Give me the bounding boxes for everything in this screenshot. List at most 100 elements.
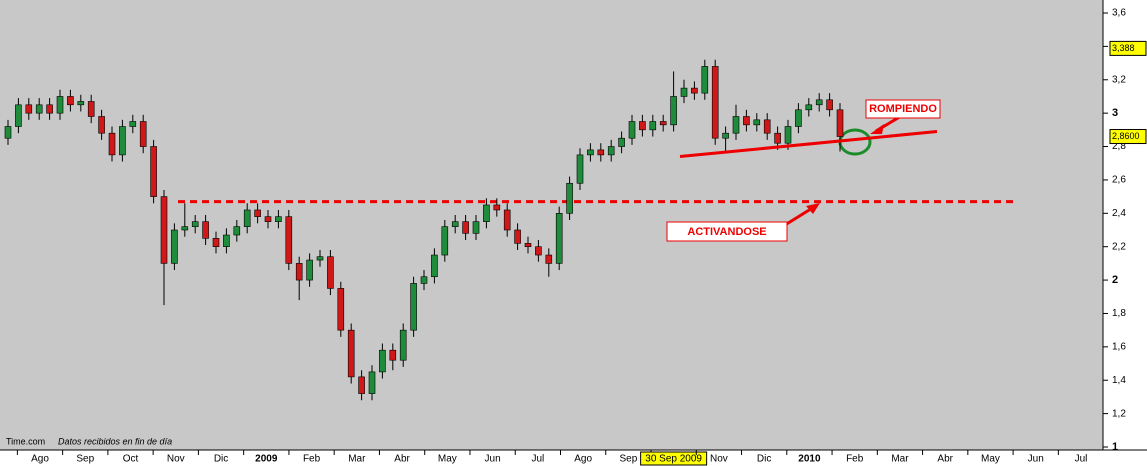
candle-body bbox=[618, 137, 625, 147]
source: Time.com bbox=[6, 436, 45, 446]
candle-body bbox=[576, 154, 584, 184]
candle-body bbox=[399, 329, 407, 361]
candle-body bbox=[566, 182, 573, 214]
x-tick-label: Feb bbox=[846, 454, 864, 465]
candle-body bbox=[555, 213, 563, 264]
candle-body bbox=[826, 99, 833, 111]
candle-body bbox=[670, 96, 677, 126]
candle-body bbox=[836, 109, 844, 137]
annotation-box bbox=[865, 99, 941, 119]
x-tick-label: Jun bbox=[485, 454, 501, 465]
price-flag bbox=[1109, 40, 1147, 56]
candle-body bbox=[462, 221, 469, 234]
x-tick-label: 2010 bbox=[798, 454, 821, 465]
candle-body bbox=[784, 126, 792, 144]
candle-body bbox=[451, 221, 459, 227]
y-tick-label: 2,6 bbox=[1112, 175, 1126, 186]
x-tick-label: Dic bbox=[757, 454, 771, 465]
x-tick-label: Mar bbox=[348, 454, 366, 465]
candle-body bbox=[212, 238, 220, 247]
x-tick-label: Jul bbox=[531, 454, 544, 465]
annotation-box bbox=[666, 221, 788, 242]
price-flag-label: 2,8600 bbox=[1112, 131, 1140, 141]
cursor-label: 30 Sep 2009 bbox=[645, 454, 702, 465]
candle-body bbox=[597, 149, 605, 156]
candle-body bbox=[129, 121, 137, 127]
arrow bbox=[784, 205, 815, 227]
y-tick-label: 2,8 bbox=[1112, 141, 1126, 152]
candle-body bbox=[139, 121, 147, 147]
candle-body bbox=[659, 121, 667, 126]
candle-body bbox=[264, 216, 272, 222]
candle-body bbox=[410, 283, 417, 331]
candle-body bbox=[337, 288, 345, 331]
candle-body bbox=[316, 256, 324, 261]
candle-body bbox=[243, 209, 251, 227]
candle-body bbox=[431, 254, 438, 278]
candle-body bbox=[306, 259, 313, 281]
candle-body bbox=[4, 126, 12, 139]
x-tick-label: May bbox=[981, 454, 1000, 465]
candle-body bbox=[514, 229, 521, 244]
candle-body bbox=[379, 349, 386, 373]
candle-body bbox=[587, 149, 594, 156]
x-tick-label: Jul bbox=[1075, 454, 1088, 465]
x-tick-label: Ago bbox=[574, 454, 592, 465]
candle-body bbox=[503, 209, 511, 231]
candle-body bbox=[77, 101, 85, 106]
annotation: ROMPIENDO bbox=[869, 103, 937, 115]
candle-body bbox=[15, 104, 22, 127]
y-tick-label: 1,8 bbox=[1112, 308, 1126, 319]
y-tick-label: 1,6 bbox=[1112, 341, 1126, 352]
candle-body bbox=[56, 96, 64, 114]
y-tick-label: 2,4 bbox=[1112, 208, 1126, 219]
y-tick-label: 3 bbox=[1112, 107, 1118, 119]
arrow-head bbox=[870, 124, 884, 134]
candle-body bbox=[389, 349, 397, 361]
candle-body bbox=[181, 226, 189, 231]
x-tick-label: Nov bbox=[710, 454, 728, 465]
y-tick-label: 3,6 bbox=[1112, 8, 1126, 19]
x-tick-label: Sep bbox=[619, 454, 637, 465]
candle-body bbox=[691, 87, 698, 94]
candle-body bbox=[233, 226, 241, 236]
candle-body bbox=[295, 263, 303, 281]
y-tick-label: 2,2 bbox=[1112, 241, 1126, 252]
candle-body bbox=[327, 256, 334, 289]
candle-body bbox=[732, 116, 740, 134]
x-tick-label: Sep bbox=[76, 454, 94, 465]
y-tick-label: 1 bbox=[1112, 441, 1118, 453]
annotation: ACTIVANDOSE bbox=[687, 226, 766, 238]
trend-line bbox=[679, 130, 938, 159]
x-tick-label: Oct bbox=[123, 454, 139, 465]
candle-body bbox=[441, 226, 449, 256]
candle-body bbox=[119, 126, 126, 156]
candle-body bbox=[815, 99, 823, 106]
candle-body bbox=[680, 87, 688, 97]
candle-body bbox=[98, 116, 105, 134]
x-tick-label: Abr bbox=[937, 454, 953, 465]
plot-area bbox=[0, 0, 1103, 450]
y-tick-label: 1,2 bbox=[1112, 408, 1126, 419]
candle-body bbox=[545, 254, 553, 264]
x-tick-label: Jun bbox=[1028, 454, 1044, 465]
cursor-flag bbox=[640, 451, 708, 466]
candle-body bbox=[368, 371, 376, 394]
candle-body bbox=[493, 204, 501, 211]
candle-body bbox=[25, 104, 33, 114]
candle-body bbox=[358, 376, 365, 394]
candle-body bbox=[35, 104, 43, 114]
candle-body bbox=[649, 121, 657, 131]
candle-body bbox=[472, 221, 480, 234]
candle-body bbox=[191, 221, 199, 227]
candle-body bbox=[628, 121, 636, 139]
candle-body bbox=[87, 101, 95, 117]
candle-body bbox=[171, 229, 178, 264]
candle-body bbox=[711, 66, 719, 139]
y-tick-label: 1,4 bbox=[1112, 375, 1126, 386]
candle-body bbox=[67, 96, 74, 106]
candle-body bbox=[753, 119, 761, 126]
price-flag-label: 3,388 bbox=[1112, 43, 1135, 53]
candle-body bbox=[347, 329, 355, 378]
candle-body bbox=[607, 146, 615, 156]
